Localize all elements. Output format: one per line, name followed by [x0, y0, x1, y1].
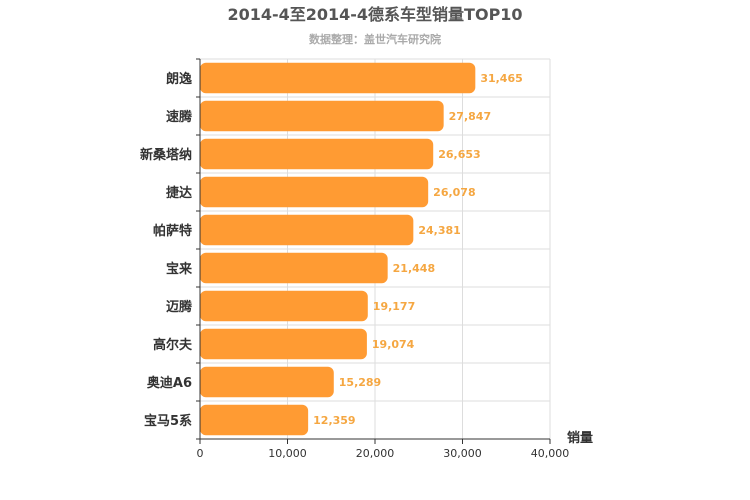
bar-value-label: 24,381 [418, 224, 460, 237]
chart-title: 2014-4至2014-4德系车型销量TOP10 [227, 5, 522, 24]
bars: 31,465 27,847 26,653 26,078 24,381 21,448 19,1… [200, 62, 523, 436]
x-tick-label: 40,000 [531, 447, 570, 460]
bar [200, 176, 429, 208]
bar-value-label: 15,289 [339, 376, 381, 389]
category-label: 高尔夫 [153, 337, 193, 353]
bar [200, 290, 368, 322]
bar-value-label: 12,359 [313, 414, 355, 427]
category-label: 帕萨特 [153, 223, 192, 239]
x-tick-label: 20,000 [356, 447, 395, 460]
category-label: 新桑塔纳 [140, 147, 192, 163]
bar [200, 404, 309, 436]
bar-value-label: 31,465 [480, 72, 522, 85]
gridlines [200, 58, 551, 440]
bar-value-label: 26,653 [438, 148, 480, 161]
bar-value-label: 19,074 [372, 338, 415, 351]
bar [200, 328, 367, 360]
x-axis-title: 销量 [567, 430, 593, 446]
category-label: 朗逸 [166, 71, 192, 87]
bar [200, 252, 388, 284]
bar [200, 214, 414, 246]
category-label: 迈腾 [166, 299, 193, 315]
bar [200, 100, 444, 132]
x-tick-label: 0 [197, 447, 204, 460]
bar-value-label: 27,847 [449, 110, 491, 123]
category-label: 奥迪A6 [147, 375, 192, 391]
chart-subtitle: 数据整理：盖世汽车研究院 [309, 32, 441, 46]
bar [200, 366, 334, 398]
category-label: 宝来 [166, 261, 193, 277]
bar-value-label: 21,448 [393, 262, 435, 275]
x-tick-label: 10,000 [268, 447, 307, 460]
bar-value-label: 26,078 [433, 186, 475, 199]
bar [200, 62, 476, 94]
category-label: 宝马5系 [144, 413, 192, 429]
category-label: 速腾 [166, 109, 193, 125]
bar-value-label: 19,177 [373, 300, 415, 313]
x-tick-label: 30,000 [443, 447, 482, 460]
bar [200, 138, 434, 170]
category-label: 捷达 [166, 185, 192, 201]
